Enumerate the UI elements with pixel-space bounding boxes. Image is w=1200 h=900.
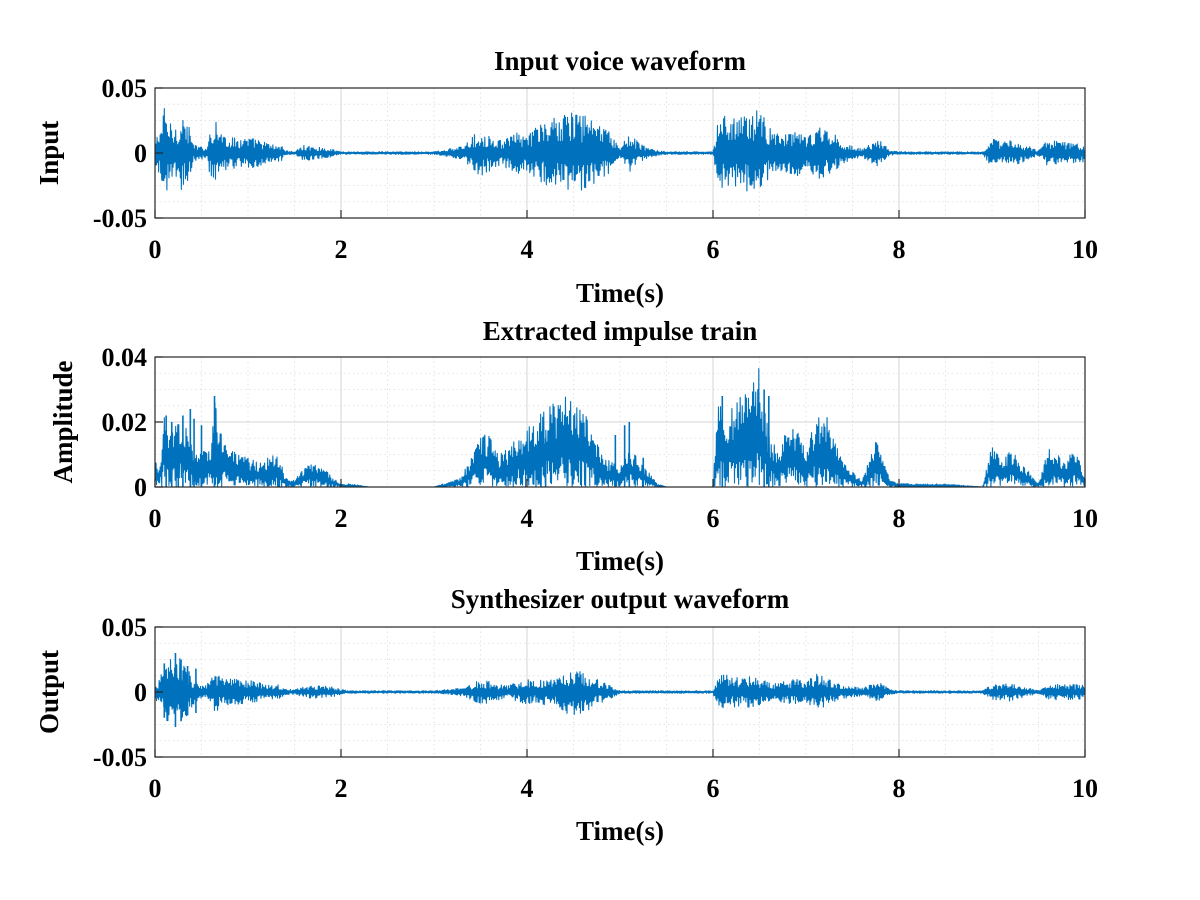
- y-axis-label: Amplitude: [48, 360, 78, 483]
- x-tick-label: 8: [893, 235, 906, 264]
- chart-title: Synthesizer output waveform: [451, 584, 790, 614]
- x-tick-label: 10: [1072, 504, 1098, 533]
- y-tick-label: 0: [134, 473, 147, 502]
- x-tick-label: 4: [521, 504, 534, 533]
- x-tick-label: 10: [1072, 235, 1098, 264]
- series-line: [154, 108, 1086, 192]
- x-axis-label: Time(s): [576, 546, 664, 576]
- chart-title: Input voice waveform: [494, 46, 746, 76]
- x-tick-label: 0: [149, 774, 162, 803]
- x-tick-label: 0: [149, 504, 162, 533]
- y-tick-label: 0.04: [102, 343, 148, 372]
- series-line: [154, 658, 1086, 722]
- x-tick-label: 6: [707, 504, 720, 533]
- y-tick-label: 0.05: [102, 74, 148, 103]
- data-series: [154, 368, 1086, 488]
- ticks: 0 2 4 6 8 10 0 0.02 0.04: [102, 343, 1099, 533]
- chart-title: Extracted impulse train: [483, 316, 757, 346]
- subplot-extracted-impulse-train: Extracted impulse train 0 2 4 6 8 10 0 0.02 0.04…: [48, 316, 1098, 576]
- y-tick-label: -0.05: [93, 204, 147, 233]
- x-tick-label: 2: [335, 504, 348, 533]
- x-tick-label: 4: [521, 235, 534, 264]
- x-tick-label: 8: [893, 774, 906, 803]
- x-tick-label: 10: [1072, 774, 1098, 803]
- data-series: [154, 653, 1086, 728]
- x-tick-label: 0: [149, 235, 162, 264]
- y-tick-label: 0: [134, 139, 147, 168]
- x-tick-label: 2: [335, 774, 348, 803]
- y-axis-label: Output: [34, 650, 64, 734]
- data-series: [154, 108, 1086, 192]
- x-tick-label: 2: [335, 235, 348, 264]
- x-axis-label: Time(s): [576, 278, 664, 308]
- y-tick-label: 0.02: [102, 408, 148, 437]
- series-line: [154, 368, 1086, 488]
- y-axis-label: Input: [34, 121, 64, 186]
- x-tick-label: 4: [521, 774, 534, 803]
- y-tick-label: 0.05: [102, 613, 148, 642]
- x-axis-label: Time(s): [576, 816, 664, 846]
- y-tick-label: 0: [134, 678, 147, 707]
- x-tick-label: 6: [707, 235, 720, 264]
- y-tick-label: -0.05: [93, 743, 147, 772]
- x-tick-label: 8: [893, 504, 906, 533]
- subplot-synthesizer-output-waveform: Synthesizer output waveform 0 2 4 6 8 10 -0.05…: [34, 584, 1098, 846]
- x-tick-label: 6: [707, 774, 720, 803]
